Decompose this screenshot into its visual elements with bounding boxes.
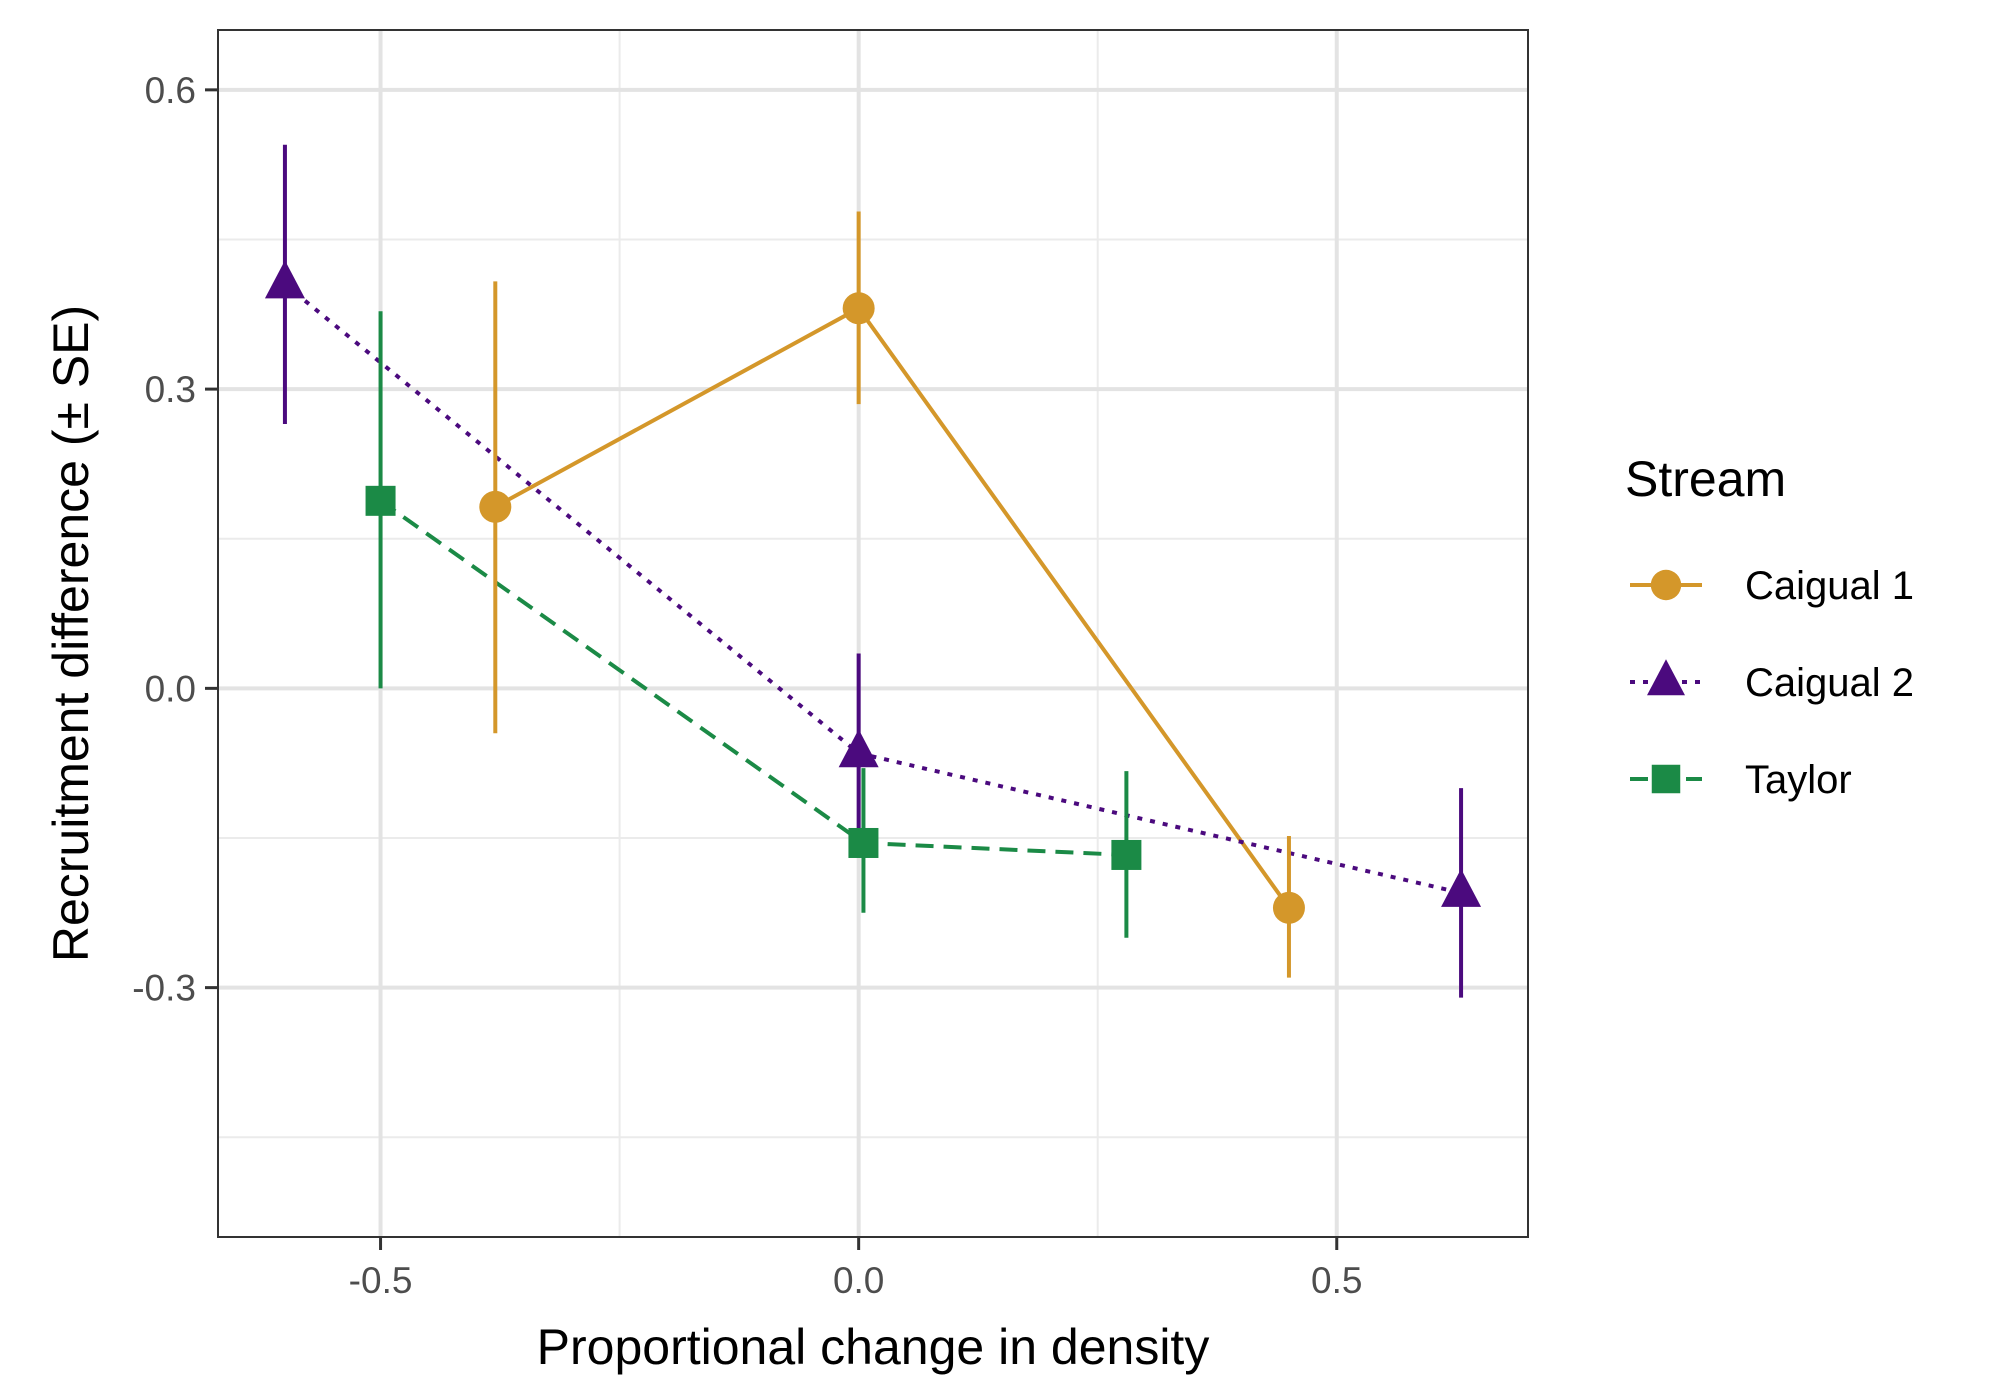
y-tick-label: 0.3 [145, 369, 196, 410]
x-axis-title: Proportional change in density [537, 1319, 1210, 1375]
legend-label: Taylor [1745, 758, 1852, 802]
x-tick-label: 0.5 [1311, 1260, 1362, 1301]
y-tick-labels: -0.3 0.0 0.3 0.6 [132, 70, 196, 1009]
legend-items: Caigual 1 Caigual 2 Taylor [1630, 564, 1914, 802]
data-point-caigual-1 [842, 292, 875, 325]
x-tick-label: 0.0 [833, 1260, 884, 1301]
data-point-caigual-2 [1441, 868, 1482, 907]
legend-item-caigual-1: Caigual 1 [1630, 564, 1914, 608]
legend-item-caigual-2: Caigual 2 [1630, 659, 1914, 705]
panel-border [217, 29, 1529, 1238]
data-point-caigual-1 [1272, 891, 1305, 924]
data-point-caigual-2 [264, 260, 305, 299]
data-point-caigual-1 [479, 490, 512, 523]
y-tick-label: 0.0 [145, 668, 196, 709]
data-point-taylor [365, 485, 396, 516]
legend-label: Caigual 2 [1745, 661, 1914, 705]
x-tick-labels: -0.5 0.0 0.5 [349, 1260, 1363, 1301]
grid-major [218, 30, 1528, 1237]
y-axis-title: Recruitment difference (± SE) [43, 305, 99, 962]
legend-item-taylor: Taylor [1630, 758, 1852, 802]
y-tick-label: 0.6 [145, 70, 196, 111]
legend-key-marker [1650, 569, 1682, 601]
legend: Stream Caigual 1 Caigual 2 Taylor [1625, 451, 1914, 802]
y-tick-label: -0.3 [132, 968, 196, 1009]
x-tick-label: -0.5 [349, 1260, 413, 1301]
data-points [264, 260, 1482, 924]
data-point-taylor [848, 827, 879, 858]
legend-label: Caigual 1 [1745, 564, 1914, 608]
axis-ticks [205, 88, 1339, 1250]
data-point-taylor [1111, 839, 1142, 870]
legend-key-marker [1647, 659, 1685, 696]
legend-key-marker [1651, 764, 1681, 794]
data-point-caigual-2 [838, 729, 879, 768]
legend-title: Stream [1625, 451, 1786, 507]
